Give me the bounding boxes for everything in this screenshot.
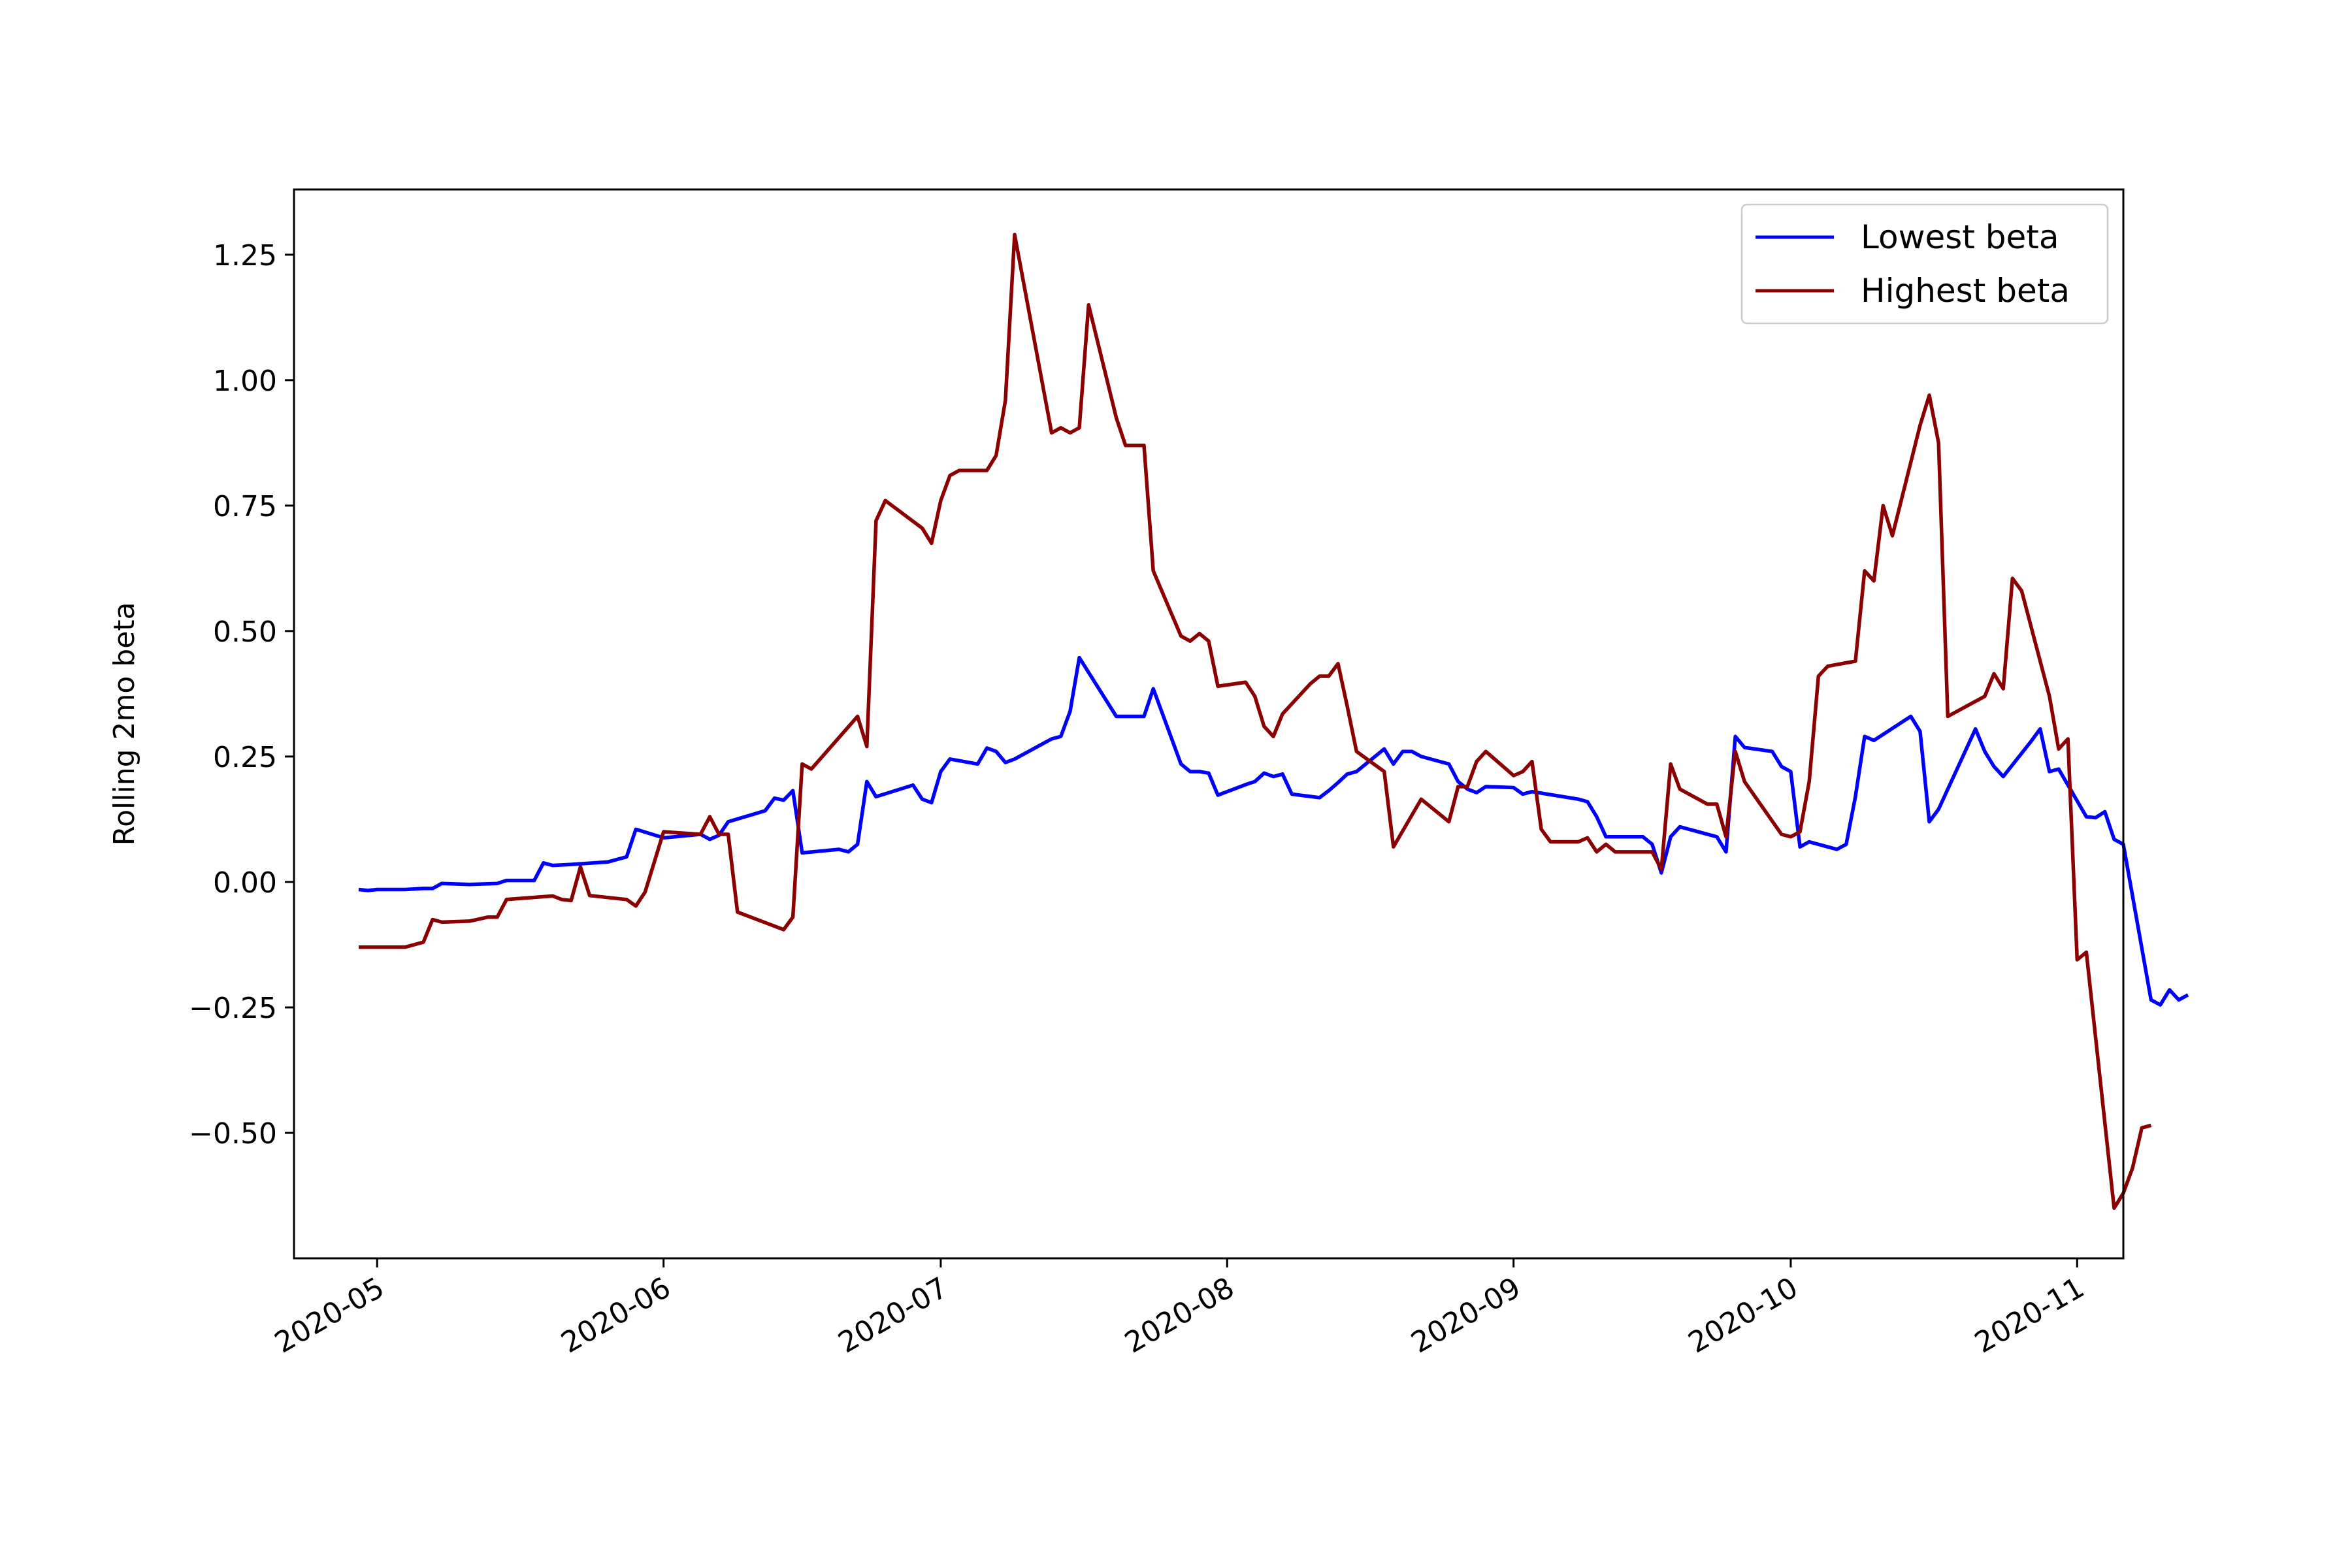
legend: Lowest beta Highest beta — [1740, 203, 2109, 325]
series-line-lowest-beta — [358, 655, 2189, 1007]
legend-label-lowest-beta: Lowest beta — [1861, 218, 2059, 256]
series-line-highest-beta — [359, 233, 2152, 1210]
plot-frame — [293, 188, 2125, 1260]
y-tick-label: 0.25 — [213, 741, 277, 774]
y-tick-label: 0.00 — [213, 866, 277, 900]
y-tick-label: 1.25 — [213, 239, 277, 272]
legend-label-highest-beta: Highest beta — [1861, 272, 2070, 310]
y-tick-label: 0.75 — [213, 490, 277, 523]
y-tick-label: 1.00 — [213, 365, 277, 398]
legend-frame — [1740, 203, 2109, 325]
y-axis-label: Rolling 2mo beta — [108, 602, 141, 846]
y-tick-label: −0.50 — [189, 1117, 277, 1151]
y-tick-label: 0.50 — [213, 615, 277, 649]
y-axis: −0.50 −0.25 0.00 0.25 0.50 0.75 1.00 1.25 — [189, 239, 294, 1151]
series-layer — [358, 233, 2189, 1210]
y-tick-label: −0.25 — [189, 992, 277, 1025]
